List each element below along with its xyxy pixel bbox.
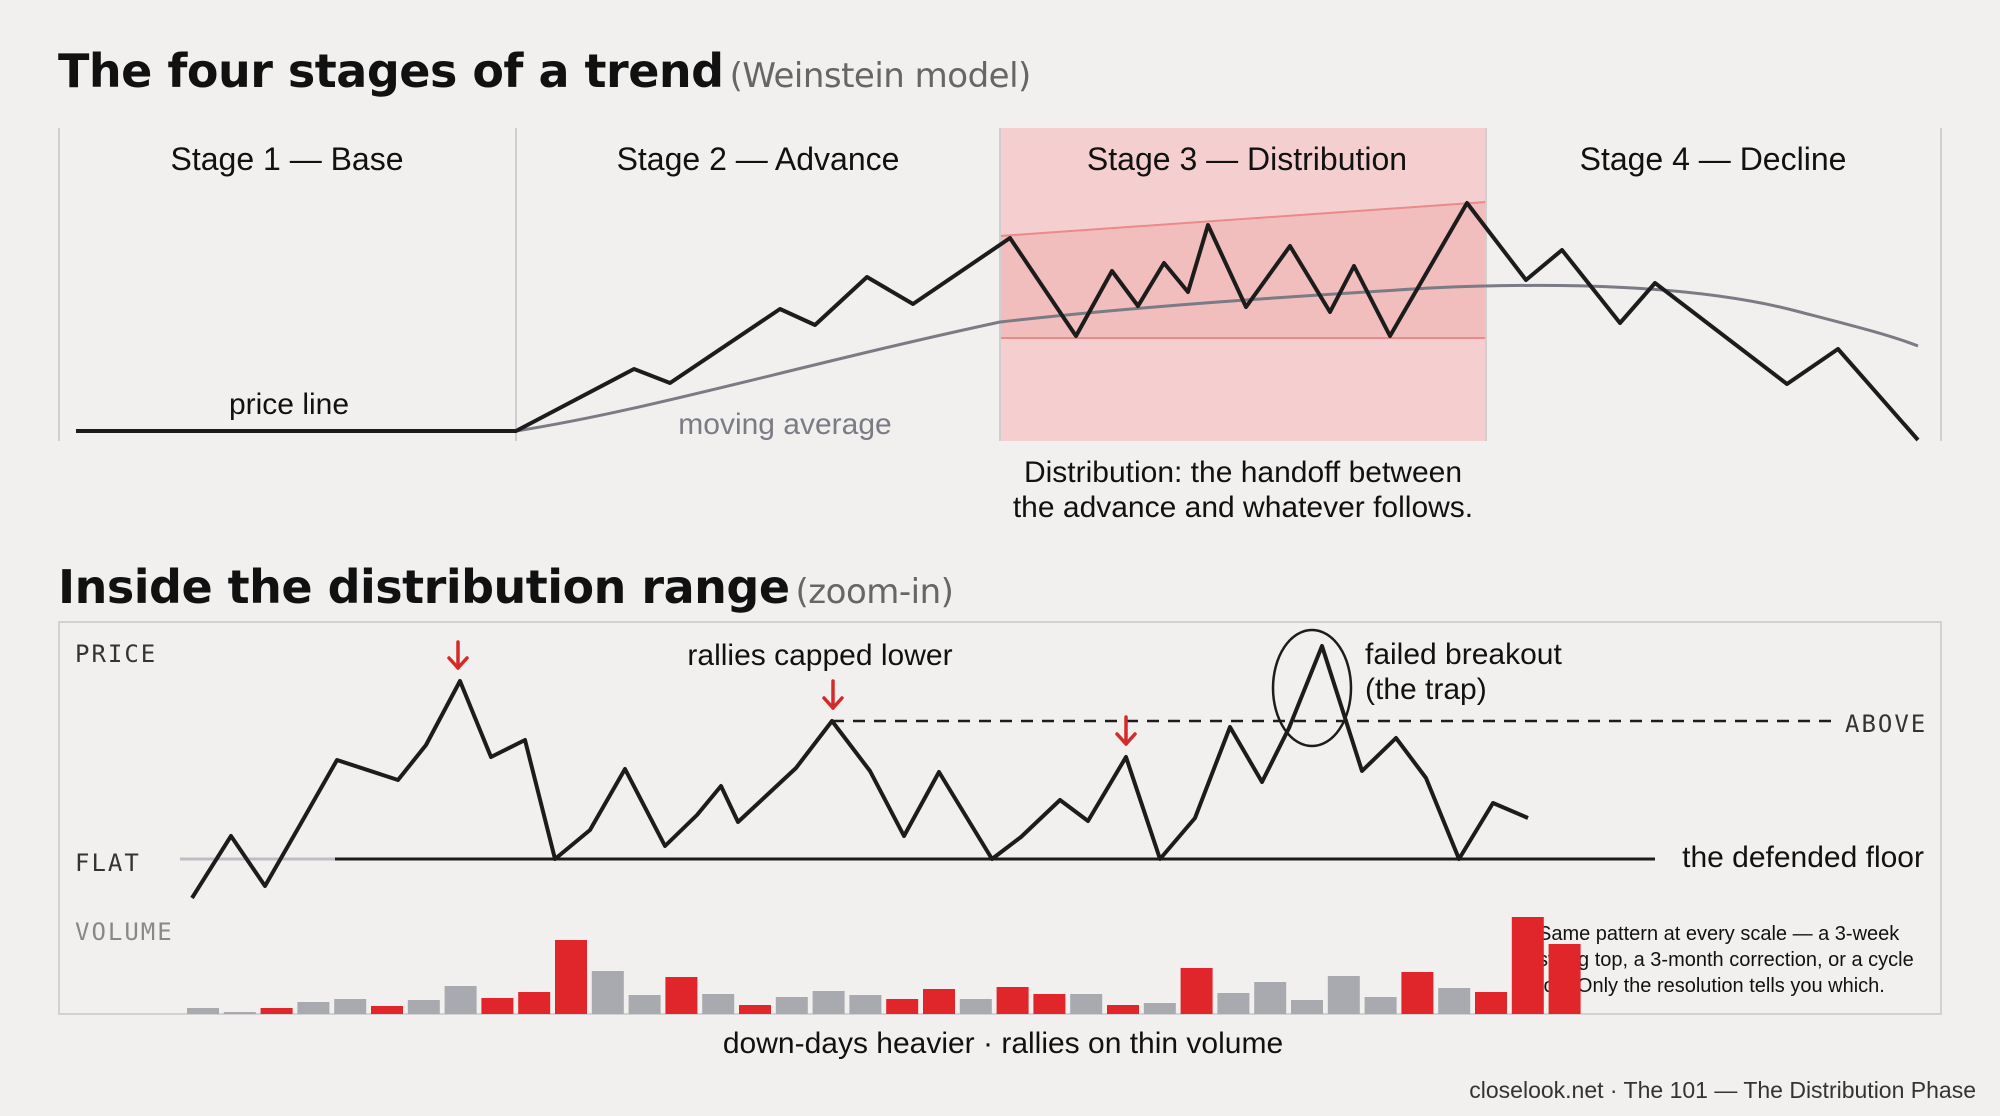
volume-bar [223,1012,256,1014]
volume-bar [371,1006,403,1014]
volume-bar [407,1000,440,1014]
scale-note-line1: Same pattern at every scale — a 3-week [1538,923,1900,945]
volume-bar [923,989,955,1014]
volume-bar [959,999,992,1014]
failed-breakout-label-line1: failed breakout [1365,638,1562,671]
zoom-title-text: Inside the distribution range [58,560,790,614]
stage2-label: Stage 2 — Advance [617,141,900,177]
volume-bar [739,1005,771,1014]
volume-bar [260,1008,293,1014]
volume-bar [1107,1005,1139,1014]
volume-bar [1291,1000,1323,1014]
volume-bar [1254,982,1287,1014]
volume-bar [1548,944,1581,1014]
volume-bars [187,917,1581,1014]
volume-bar [1217,993,1250,1014]
volume-bar [444,986,477,1014]
volume-axis-label: VOLUME [75,918,174,946]
volume-bar [628,995,661,1014]
zoom-subtitle: (zoom-in) [795,572,954,612]
price-line [76,201,1920,442]
moving-average-label: moving average [678,408,891,441]
moving-average-line [515,283,1919,433]
band-top-line [999,201,1487,237]
volume-bar [886,999,919,1014]
failed-breakout-circle [1271,628,1353,748]
volume-bar [665,977,698,1014]
stage1-label: Stage 1 — Base [170,141,403,177]
footer-credit: closelook.net · The 101 — The Distributi… [1469,1077,1976,1103]
volume-bar [591,971,624,1014]
volume-bar [187,1008,219,1014]
volume-bar [1327,976,1360,1014]
volume-bar [1511,917,1544,1014]
distribution-caption-line2: the advance and whatever follows. [1013,491,1473,524]
stages-title: The four stages of a trend (Weinstein mod… [58,44,1031,98]
price-axis-label: PRICE [75,640,157,668]
down-arrow-icon [822,679,844,710]
scale-note-line3: top. Only the resolution tells you which… [1538,975,1885,997]
stage3-highlight [1000,128,1486,441]
stages-title-text: The four stages of a trend [58,44,724,98]
volume-bar [297,1002,330,1014]
volume-bar [775,997,808,1014]
volume-bar [1475,992,1507,1014]
down-arrow-icon [447,640,469,670]
zoom-price-line [190,644,1529,900]
volume-bar [996,987,1029,1014]
failed-breakout-label-line2: (the trap) [1365,673,1487,706]
volume-bar [1143,1003,1176,1014]
volume-bar [334,999,367,1014]
defended-floor-label: the defended floor [1682,841,1924,874]
volume-bar [702,994,735,1014]
distribution-band [1000,202,1486,338]
price-line-label: price line [229,388,349,421]
volume-bar [812,991,845,1014]
stages-diagram: Stage 1 — Base Stage 2 — Advance Stage 3… [58,128,1942,524]
zoom-diagram: PRICE FLAT VOLUME ABOVE rallies capped l… [58,621,1942,1060]
stage4-label: Stage 4 — Decline [1580,141,1847,177]
stage3-label: Stage 3 — Distribution [1087,141,1407,177]
above-axis-label: ABOVE [1845,710,1927,738]
volume-bar [1033,994,1066,1014]
rallies-capped-label: rallies capped lower [687,639,952,672]
down-arrow-icon [1115,715,1137,746]
distribution-caption-line1: Distribution: the handoff between [1024,456,1462,489]
volume-bar [1438,988,1471,1014]
scale-note-line2: swing top, a 3-month correction, or a cy… [1538,949,1914,971]
volume-bar [1401,972,1434,1014]
volume-bar [1364,997,1397,1014]
volume-bar [1180,968,1213,1014]
flat-axis-label: FLAT [75,849,141,877]
volume-bar [555,940,587,1014]
volume-bar [481,998,514,1014]
volume-bar [849,995,882,1014]
stages-subtitle: (Weinstein model) [729,56,1032,96]
zoom-title: Inside the distribution range (zoom-in) [58,560,954,614]
volume-caption: down-days heavier · rallies on thin volu… [723,1027,1283,1060]
volume-bar [1070,994,1103,1014]
volume-bar [518,992,551,1014]
